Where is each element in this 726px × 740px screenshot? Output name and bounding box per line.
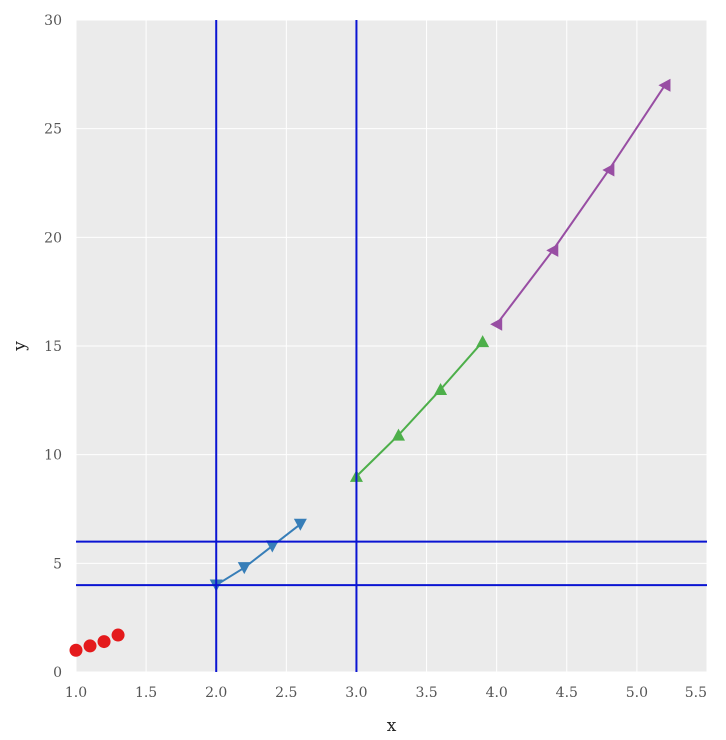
data-point	[265, 540, 279, 553]
series-line	[215, 523, 301, 586]
data-point	[69, 643, 83, 657]
y-tick-labels: 0 5 10 15 20 25 30	[44, 13, 62, 681]
y-tick-label: 15	[44, 339, 62, 355]
reference-lines	[76, 20, 707, 672]
data-point	[83, 639, 97, 653]
x-tick-label: 4.0	[486, 685, 508, 701]
x-tick-label: 3.5	[415, 685, 437, 701]
data-point	[97, 635, 111, 649]
x-tick-label: 4.5	[556, 685, 578, 701]
x-axis-label: x	[387, 716, 397, 736]
x-tick-label: 3.0	[345, 685, 367, 701]
x-tick-label: 2.0	[205, 685, 227, 701]
x-tick-label: 2.5	[275, 685, 297, 701]
series-4	[490, 78, 671, 331]
y-tick-label: 25	[44, 122, 62, 138]
series-2	[209, 518, 307, 592]
y-tick-label: 5	[53, 556, 62, 572]
series-line	[355, 340, 484, 478]
series-layer	[69, 78, 671, 657]
data-point	[434, 382, 448, 395]
data-point	[476, 335, 490, 348]
data-point	[658, 78, 671, 92]
data-point	[602, 163, 615, 177]
data-point	[111, 628, 125, 642]
data-point	[237, 562, 251, 575]
series-1	[69, 628, 125, 657]
data-point	[293, 518, 307, 531]
y-tick-label: 30	[44, 13, 62, 29]
series-line	[495, 84, 666, 325]
y-axis-label: y	[10, 341, 30, 352]
data-point	[546, 243, 559, 257]
x-tick-labels: 1.0 1.5 2.0 2.5 3.0 3.5 4.0 4.5 5.0 5.5	[65, 685, 707, 701]
x-tick-label: 1.0	[65, 685, 87, 701]
x-tick-label: 1.5	[135, 685, 157, 701]
data-point	[392, 428, 406, 441]
y-tick-label: 20	[44, 230, 62, 246]
y-tick-label: 10	[44, 448, 62, 464]
y-tick-label: 0	[53, 665, 62, 681]
data-point	[490, 317, 503, 331]
x-tick-label: 5.0	[626, 685, 648, 701]
x-tick-label: 5.5	[685, 685, 707, 701]
